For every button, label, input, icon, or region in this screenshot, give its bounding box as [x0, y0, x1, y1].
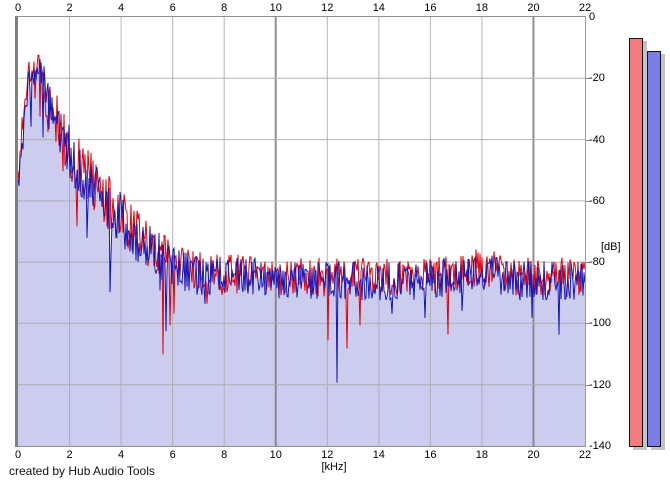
x-tick-label-top: 12 — [321, 2, 334, 14]
y-tick-label: -120 — [589, 378, 612, 391]
y-tick-mark — [586, 200, 590, 202]
x-tick-label-top: 14 — [372, 2, 385, 14]
x-tick-label-bottom: 4 — [118, 449, 125, 461]
x-tick-label-top: 4 — [118, 2, 125, 14]
credit-text: created by Hub Audio Tools — [9, 464, 155, 478]
y-axis-unit-label: [dB] — [601, 241, 621, 253]
spectrum-plot — [18, 17, 585, 446]
y-tick-label: -80 — [589, 256, 605, 269]
level-meter-right-channel — [647, 50, 661, 447]
x-tick-label-bottom: 22 — [578, 449, 592, 461]
y-tick-mark — [586, 323, 590, 325]
x-tick-label-bottom: 0 — [14, 449, 22, 461]
y-tick-mark — [586, 139, 590, 141]
y-tick-mark — [586, 262, 590, 264]
x-tick-label-top: 22 — [578, 2, 592, 14]
y-tick-label: -40 — [589, 133, 605, 146]
y-tick-label: -20 — [589, 72, 605, 85]
x-tick-label-bottom: 8 — [221, 449, 228, 461]
x-tick-label-bottom: 10 — [269, 449, 282, 461]
x-tick-label-top: 8 — [221, 2, 228, 14]
x-tick-label-top: 18 — [475, 2, 489, 14]
y-tick-mark — [586, 78, 590, 80]
x-tick-label-bottom: 2 — [66, 449, 73, 461]
x-tick-label-bottom: 14 — [372, 449, 385, 461]
x-tick-label-top: 2 — [66, 2, 73, 14]
y-tick-label: -140 — [589, 440, 612, 452]
level-meter-left-channel — [629, 38, 643, 447]
x-tick-label-bottom: 6 — [169, 449, 176, 461]
y-tick-mark — [586, 384, 590, 386]
y-tick-label: -60 — [589, 194, 605, 207]
x-tick-label-bottom: 16 — [424, 449, 437, 461]
x-tick-label-top: 20 — [527, 2, 540, 14]
x-tick-label-top: 16 — [424, 2, 437, 14]
y-tick-label: -100 — [589, 317, 612, 330]
y-tick-label: 0 — [589, 11, 596, 23]
x-tick-label-bottom: 12 — [321, 449, 334, 461]
x-tick-label-bottom: 18 — [475, 449, 489, 461]
x-tick-label-top: 6 — [169, 2, 176, 14]
x-axis-unit-label: [kHz] — [321, 461, 347, 473]
x-tick-label-top: 0 — [14, 2, 22, 14]
x-tick-label-bottom: 20 — [527, 449, 540, 461]
x-tick-label-top: 10 — [269, 2, 282, 14]
plot-frame — [15, 16, 586, 447]
